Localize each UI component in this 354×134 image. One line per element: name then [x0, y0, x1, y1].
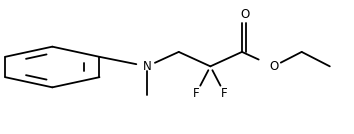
Text: N: N: [143, 60, 152, 73]
Text: O: O: [269, 60, 278, 73]
Text: F: F: [193, 87, 200, 100]
Text: O: O: [240, 8, 250, 21]
Text: F: F: [221, 87, 228, 100]
